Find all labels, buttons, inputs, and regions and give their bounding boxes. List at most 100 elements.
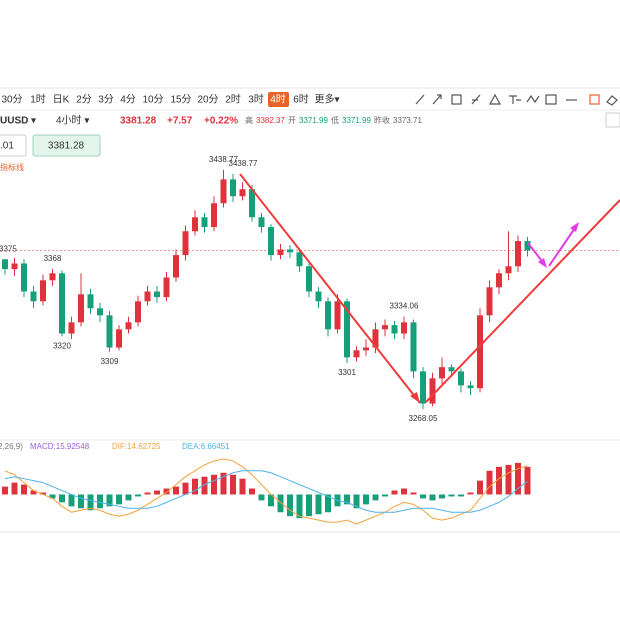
macd-legend: DEA:6.66451	[182, 442, 230, 451]
macd-bar	[192, 478, 198, 495]
price-annotation: 3309	[101, 357, 119, 366]
candle-body	[391, 325, 398, 334]
period-tab[interactable]: 15分	[170, 94, 191, 106]
candle-body	[363, 347, 369, 351]
drawing-tools[interactable]	[415, 93, 618, 106]
candle-body	[401, 322, 407, 334]
period-tab[interactable]: 1时	[30, 94, 46, 106]
macd-bar	[287, 494, 293, 517]
open-label: 开	[288, 116, 296, 125]
active-period-bg[interactable]	[268, 92, 289, 107]
candle-body	[144, 291, 151, 302]
macd-bar	[296, 494, 303, 519]
candle-body	[258, 217, 265, 228]
macd-bar	[439, 494, 445, 499]
period-tab[interactable]: 3时	[248, 94, 264, 106]
candle-body	[524, 241, 531, 251]
macd-bar	[144, 492, 151, 495]
indicator-label[interactable]: 指标线	[0, 162, 24, 172]
macd-bar	[182, 482, 189, 495]
high-label: 高	[245, 115, 253, 125]
candle-body	[496, 273, 502, 288]
candle-body	[334, 301, 341, 330]
candle-body	[410, 322, 417, 372]
macd-bar	[2, 486, 8, 495]
period-tab[interactable]: 4时	[270, 94, 286, 106]
macd-bar	[21, 484, 27, 495]
macd-bar	[325, 494, 331, 513]
candle-body	[467, 385, 474, 389]
candle-body	[344, 301, 350, 358]
candle-body	[163, 277, 170, 298]
low-label: 低	[331, 115, 339, 125]
candle-body	[296, 252, 303, 267]
period-tab[interactable]: 10分	[142, 94, 163, 106]
price-annotation: 3320	[53, 341, 71, 350]
candle-body	[11, 263, 18, 270]
symbol-arrow[interactable]: ▾	[31, 116, 36, 127]
candle-body	[154, 291, 160, 298]
macd-bar	[467, 492, 474, 495]
macd-bar	[401, 488, 407, 495]
macd-bar	[315, 494, 322, 515]
macd-bar	[163, 488, 170, 495]
macd-bar	[258, 494, 265, 501]
interval[interactable]: 4小时 ▾	[56, 115, 89, 127]
macd-bar	[515, 462, 521, 495]
change-pct: +0.22%	[204, 116, 238, 127]
macd-bar	[353, 494, 360, 509]
price-box[interactable]	[32, 134, 101, 157]
period-tab[interactable]: 20分	[197, 94, 218, 106]
candle-body	[515, 241, 521, 267]
period-tab[interactable]: 4分	[120, 94, 136, 106]
candle-body	[239, 189, 246, 197]
macd-bar	[154, 490, 160, 495]
macd-bar	[344, 494, 350, 505]
candle-body	[306, 266, 312, 292]
candle-body	[230, 179, 236, 197]
macd-bar	[125, 494, 132, 501]
candle-body	[192, 217, 198, 232]
period-tab[interactable]: 2时	[225, 94, 241, 106]
macd-legend: DIF:14.62725	[112, 442, 161, 451]
period-tab[interactable]: 日K	[53, 95, 70, 106]
candle-body	[249, 189, 255, 218]
price-annotation: 3268.05	[409, 414, 438, 423]
macd-bar	[135, 494, 141, 497]
candle-body	[49, 273, 56, 281]
macd-bar	[97, 494, 103, 509]
candle-body	[325, 301, 331, 330]
prev-value: 3373.71	[393, 116, 422, 125]
candle-body	[78, 294, 84, 323]
macd-line	[4, 470, 528, 513]
candle-body	[97, 308, 103, 316]
candle-body	[372, 329, 379, 348]
macd-bar	[420, 494, 426, 499]
period-tab[interactable]: 30分	[1, 94, 22, 106]
macd-bar	[11, 482, 18, 495]
macd-bar	[87, 494, 94, 511]
period-tab[interactable]: 3分	[98, 94, 114, 106]
macd-bar	[249, 488, 255, 495]
prev-label: 昨收	[374, 115, 390, 125]
candle-body	[277, 249, 284, 256]
side-button[interactable]	[605, 112, 620, 128]
period-tab[interactable]: 更多▾	[314, 93, 339, 106]
price-annotation: 3438.77	[209, 155, 238, 164]
macd-bar	[382, 494, 388, 497]
macd-bar	[372, 494, 379, 501]
symbol[interactable]: UUSD	[0, 116, 28, 127]
trend-drawings	[239, 173, 620, 404]
qty-text[interactable]: .01	[0, 141, 14, 152]
period-tab[interactable]: 2分	[76, 94, 92, 106]
change: +7.57	[167, 116, 193, 127]
period-tab[interactable]: 6时	[293, 94, 309, 106]
candle-body	[135, 301, 141, 323]
candle-body	[505, 266, 512, 274]
price-box-text[interactable]: 3381.28	[48, 141, 85, 152]
price-annotation: 3301	[338, 368, 356, 377]
qty-box[interactable]	[0, 134, 27, 157]
